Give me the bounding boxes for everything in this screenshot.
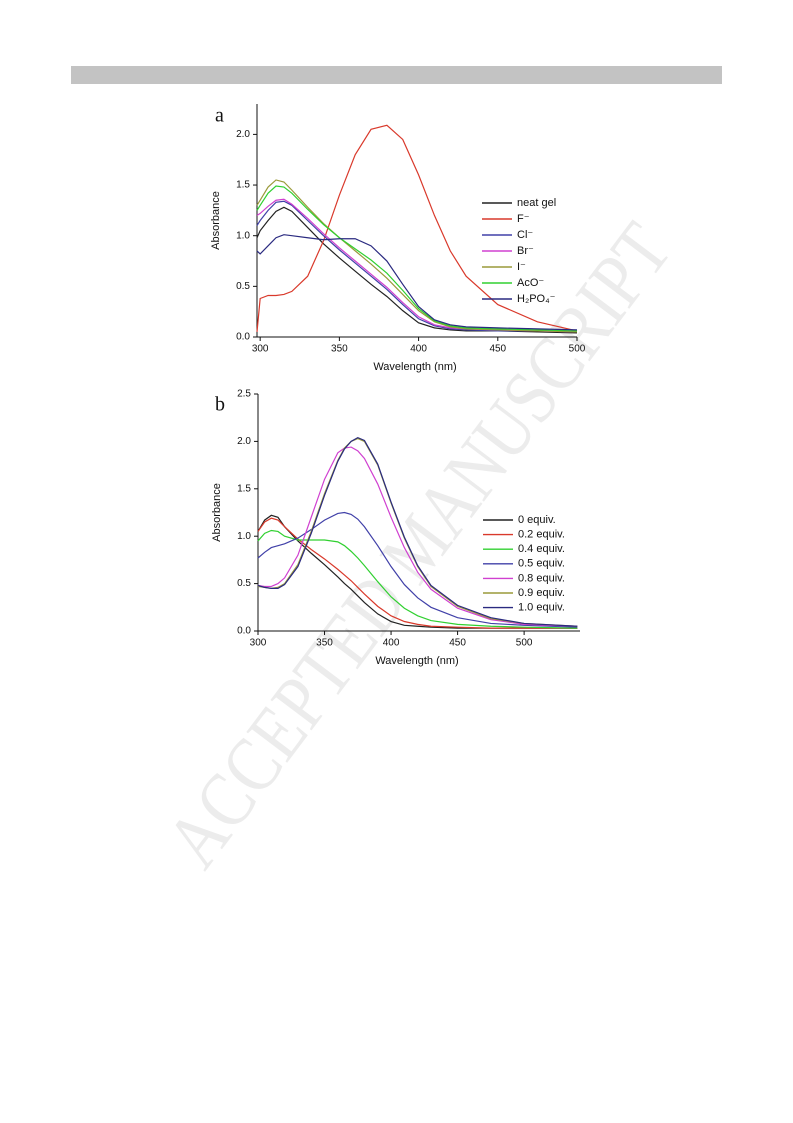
series-line — [256, 185, 578, 332]
y-tick-label: 0.0 — [236, 332, 250, 343]
y-tick-label: 1.5 — [236, 180, 250, 191]
series-line — [256, 179, 578, 333]
panel-label: a — [215, 105, 224, 127]
legend-label: 0.9 equiv. — [518, 587, 565, 599]
series-line — [256, 124, 578, 332]
x-tick-label: 400 — [410, 344, 427, 355]
series-line — [256, 234, 578, 331]
x-tick-label: 500 — [516, 638, 533, 649]
legend-label: 0.4 equiv. — [518, 543, 565, 555]
series-line — [257, 511, 578, 628]
header-bar — [71, 66, 722, 84]
x-tick-label: 350 — [316, 638, 333, 649]
y-tick-label: 1.5 — [237, 483, 251, 494]
y-axis-label: Absorbance — [211, 483, 223, 542]
y-tick-label: 1.0 — [236, 230, 250, 241]
legend-label: 0 equiv. — [518, 514, 556, 526]
x-axis-label: Wavelength (nm) — [375, 655, 458, 667]
y-tick-label: 2.0 — [237, 436, 251, 447]
series-line — [257, 529, 578, 629]
series-line — [257, 436, 578, 627]
y-tick-label: 0.5 — [237, 578, 251, 589]
legend-label: I⁻ — [517, 261, 526, 273]
series-line — [256, 200, 578, 333]
legend-label: Br⁻ — [517, 245, 534, 257]
legend-label: 1.0 equiv. — [518, 602, 565, 614]
y-tick-label: 0.5 — [236, 281, 250, 292]
y-tick-label: 2.5 — [237, 389, 251, 400]
legend-label: 0.8 equiv. — [518, 572, 565, 584]
y-tick-label: 1.0 — [237, 531, 251, 542]
legend-label: 0.5 equiv. — [518, 558, 565, 570]
x-tick-label: 450 — [449, 638, 466, 649]
legend-label: Cl⁻ — [517, 229, 533, 241]
y-tick-label: 2.0 — [236, 129, 250, 140]
legend-label: F⁻ — [517, 213, 530, 225]
y-tick-label: 0.0 — [237, 626, 251, 637]
x-tick-label: 350 — [331, 344, 348, 355]
series-line — [257, 446, 578, 627]
series-line — [257, 514, 578, 629]
panel-label: b — [215, 394, 225, 416]
x-axis-label: Wavelength (nm) — [373, 361, 456, 373]
legend-label: neat gel — [517, 197, 556, 209]
legend-label: H₂PO₄⁻ — [517, 293, 556, 305]
x-tick-label: 400 — [383, 638, 400, 649]
x-tick-label: 300 — [250, 638, 267, 649]
x-tick-label: 300 — [252, 344, 269, 355]
y-axis-label: Absorbance — [210, 191, 222, 250]
series-line — [256, 206, 578, 334]
x-tick-label: 500 — [569, 344, 586, 355]
x-tick-label: 450 — [489, 344, 506, 355]
legend-label: 0.2 equiv. — [518, 529, 565, 541]
legend-label: AcO⁻ — [517, 277, 544, 289]
series-line — [257, 517, 578, 629]
